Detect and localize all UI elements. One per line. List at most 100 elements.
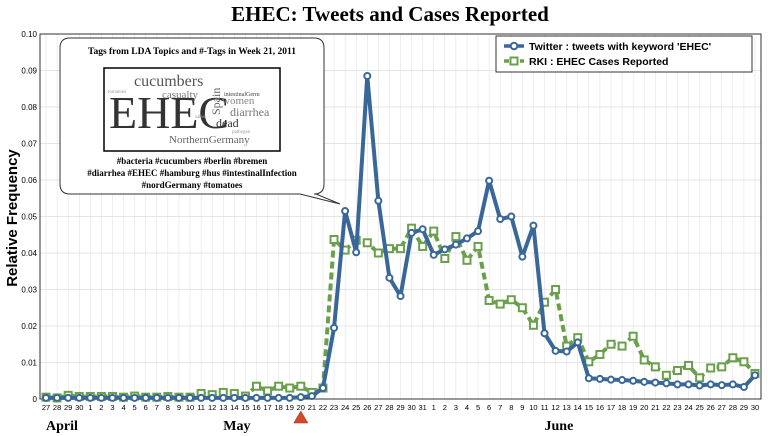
- hashtag-line: #bacteria #cucumbers #berlin #bremen: [117, 156, 268, 166]
- data-point-twitter: [584, 374, 593, 383]
- x-tick-label: 12: [208, 403, 216, 412]
- y-tick-label: 0.02: [21, 322, 37, 331]
- data-point-rki: [506, 295, 516, 305]
- data-point-twitter: [418, 225, 427, 234]
- x-tick-label: 6: [144, 403, 148, 412]
- hashtag-line: #nordGermany #tomatoes: [142, 180, 243, 190]
- data-point-twitter: [606, 375, 615, 384]
- word-cloud-term: dead: [216, 116, 239, 130]
- data-point-twitter: [219, 393, 228, 402]
- month-label: May: [223, 419, 250, 434]
- y-tick-label: 0.01: [21, 359, 37, 368]
- data-point-twitter: [496, 215, 505, 224]
- word-cloud: EHEC cucumbers casualty Spain intestinal…: [103, 67, 281, 152]
- data-point-rki: [462, 255, 472, 265]
- x-tick-label: 30: [75, 403, 83, 412]
- data-point-twitter: [296, 393, 305, 402]
- data-point-twitter: [651, 378, 660, 387]
- data-point-rki: [661, 370, 671, 380]
- legend-marker-circle-icon: [509, 41, 519, 51]
- word-cloud-term: pathogen: [232, 130, 251, 135]
- data-point-rki: [695, 373, 705, 383]
- x-tick-label: 13: [219, 403, 227, 412]
- word-cloud-term: diarrhea: [230, 105, 270, 119]
- word-cloud-frame: [103, 67, 281, 152]
- data-point-twitter: [197, 393, 206, 402]
- data-point-rki: [739, 357, 749, 367]
- data-point-rki: [606, 339, 616, 349]
- y-tick-label: 0.05: [21, 213, 37, 222]
- x-tick-label: 11: [541, 403, 549, 412]
- x-tick-label: 3: [454, 403, 458, 412]
- x-axis-ticks: 27 28 29 30 1 2 3 4 5 6 7 8 9 10 11 12 13 14 15 16 17 18 19 20 2…: [42, 403, 759, 412]
- data-point-twitter: [684, 380, 693, 389]
- x-tick-label: 15: [585, 403, 593, 412]
- data-point-twitter: [174, 393, 183, 402]
- x-tick-label: 20: [640, 403, 648, 412]
- data-point-twitter: [595, 374, 604, 383]
- data-point-twitter: [429, 250, 438, 259]
- x-tick-label: 8: [509, 403, 513, 412]
- x-tick-label: 31: [418, 403, 426, 412]
- x-tick-label: 5: [476, 403, 480, 412]
- word-cloud-term: salad: [195, 115, 206, 120]
- data-point-rki: [429, 226, 439, 236]
- data-point-twitter: [263, 393, 272, 402]
- data-point-rki: [706, 363, 716, 373]
- word-cloud-term: women: [222, 95, 255, 107]
- x-tick-label: 28: [53, 403, 61, 412]
- x-tick-label: 17: [607, 403, 615, 412]
- series-line-rki: [45, 226, 757, 400]
- data-point-twitter: [540, 329, 549, 338]
- data-point-twitter: [673, 380, 682, 389]
- x-tick-label: 25: [695, 403, 703, 412]
- data-point-twitter: [396, 292, 405, 301]
- word-cloud-term: NorthernGermany: [169, 134, 250, 146]
- data-point-twitter: [352, 248, 361, 257]
- data-point-twitter: [507, 212, 516, 221]
- data-point-twitter: [208, 393, 217, 402]
- word-cloud-term: cucumbers: [134, 73, 203, 90]
- data-point-rki: [362, 238, 372, 248]
- data-point-twitter: [629, 376, 638, 385]
- data-point-twitter: [64, 393, 73, 402]
- x-tick-label: 22: [319, 403, 327, 412]
- x-tick-label: 14: [230, 403, 238, 412]
- x-tick-label: 7: [155, 403, 159, 412]
- data-point-twitter: [462, 234, 471, 243]
- x-tick-label: 21: [651, 403, 659, 412]
- data-point-twitter: [75, 393, 84, 402]
- x-tick-label: 12: [551, 403, 559, 412]
- series-twitter: [42, 71, 759, 402]
- month-labels: April May June: [46, 419, 573, 434]
- data-point-rki: [528, 320, 538, 330]
- data-point-rki: [617, 341, 627, 351]
- y-tick-label: 0.10: [21, 30, 37, 39]
- data-point-rki: [285, 383, 295, 393]
- x-tick-label: 18: [274, 403, 282, 412]
- data-point-twitter: [529, 221, 538, 230]
- x-tick-label: 25: [352, 403, 360, 412]
- data-point-twitter: [385, 273, 394, 282]
- data-point-twitter: [330, 323, 339, 332]
- data-point-rki: [495, 299, 505, 309]
- word-cloud-term: Spain: [209, 88, 223, 115]
- data-point-twitter: [363, 71, 372, 80]
- x-tick-label: 21: [308, 403, 316, 412]
- x-tick-label: 29: [740, 403, 748, 412]
- y-axis-ticks: 0 0.01 0.02 0.03 0.04 0.05 0.06 0.07 0.08 0.09 0.1…: [21, 30, 37, 404]
- data-point-rki: [717, 362, 727, 372]
- data-point-twitter: [695, 381, 704, 390]
- y-tick-label: 0.06: [21, 176, 37, 185]
- data-point-rki: [440, 253, 450, 263]
- data-point-rki: [418, 241, 428, 251]
- x-tick-label: 27: [42, 403, 50, 412]
- x-tick-label: 5: [133, 403, 137, 412]
- word-cloud-term: intestinalGerm: [224, 92, 260, 98]
- data-point-twitter: [108, 393, 117, 402]
- data-point-twitter: [717, 381, 726, 390]
- x-tick-label: 24: [341, 403, 349, 412]
- x-tick-label: 16: [252, 403, 260, 412]
- x-tick-label: 30: [751, 403, 759, 412]
- x-tick-label: 19: [629, 403, 637, 412]
